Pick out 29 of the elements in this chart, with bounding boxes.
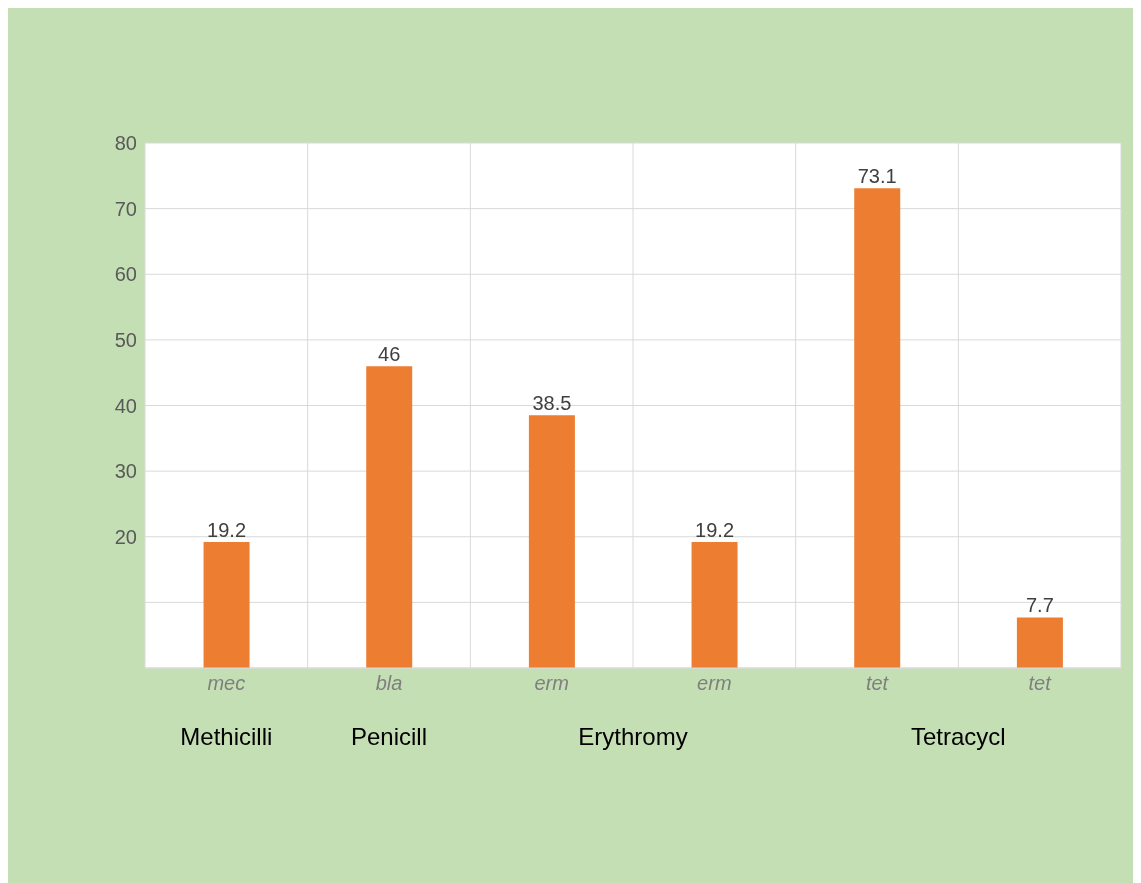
x-tick-label: erm [697, 672, 732, 695]
y-tick-label: 60 [114, 263, 137, 286]
text: Erythromy [577, 723, 689, 751]
x-tick-label: tet [865, 672, 890, 695]
data-label: 38.5 [532, 392, 572, 415]
y-tick-label: 40 [114, 394, 137, 417]
bar [203, 542, 250, 668]
data-label: 7.7 [1025, 594, 1054, 617]
x-tick-label: tet [1028, 672, 1053, 695]
y-tick-label: 80 [114, 132, 137, 155]
y-tick-label: 70 [114, 197, 137, 220]
y-tick-label: 50 [114, 328, 137, 351]
text: Methicilli [180, 723, 273, 750]
y-tick-label: 20 [114, 525, 137, 548]
data-label: 19.2 [207, 519, 247, 541]
data-label: 73.1 [857, 165, 897, 188]
bar [691, 542, 738, 668]
text: Penicill [350, 723, 428, 750]
data-label: 46 [378, 343, 401, 366]
bar [1016, 617, 1063, 668]
bar [366, 366, 413, 668]
x-tick-label: bla [375, 672, 403, 695]
bar [854, 188, 901, 668]
x-tick-label: mec [207, 672, 246, 695]
y-tick-label: 30 [114, 460, 137, 483]
x-tick-label: erm [534, 672, 569, 695]
bar [528, 415, 575, 668]
data-label: 19.2 [695, 519, 735, 541]
text: Tetracycl [910, 723, 1007, 751]
